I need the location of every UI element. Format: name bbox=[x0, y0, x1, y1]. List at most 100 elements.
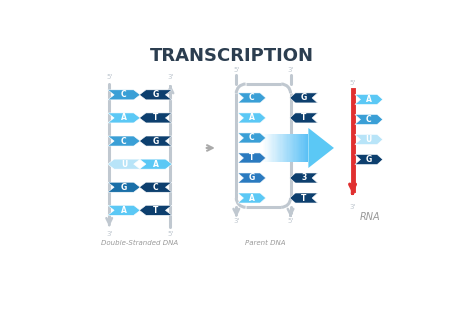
Polygon shape bbox=[107, 205, 140, 215]
Text: C: C bbox=[249, 93, 254, 102]
Text: G: G bbox=[120, 183, 127, 192]
Text: 3': 3' bbox=[287, 67, 293, 73]
Text: T: T bbox=[153, 206, 158, 215]
Polygon shape bbox=[139, 113, 171, 123]
Text: A: A bbox=[121, 113, 127, 122]
Text: 5': 5' bbox=[167, 231, 173, 237]
Polygon shape bbox=[289, 93, 317, 103]
Polygon shape bbox=[354, 154, 382, 164]
Polygon shape bbox=[296, 134, 297, 162]
Polygon shape bbox=[237, 133, 265, 143]
Polygon shape bbox=[262, 134, 264, 162]
Text: 5': 5' bbox=[349, 80, 355, 86]
Text: 5': 5' bbox=[287, 218, 293, 224]
Polygon shape bbox=[288, 134, 289, 162]
Text: Parent DNA: Parent DNA bbox=[245, 239, 285, 246]
Text: T: T bbox=[249, 154, 254, 163]
Text: 3': 3' bbox=[349, 204, 355, 210]
Polygon shape bbox=[308, 128, 333, 168]
Text: G: G bbox=[248, 173, 254, 183]
Polygon shape bbox=[266, 134, 267, 162]
Polygon shape bbox=[269, 134, 271, 162]
Polygon shape bbox=[107, 113, 140, 123]
Polygon shape bbox=[289, 193, 317, 203]
Polygon shape bbox=[275, 134, 276, 162]
Polygon shape bbox=[301, 134, 302, 162]
Polygon shape bbox=[107, 136, 140, 146]
Polygon shape bbox=[265, 134, 266, 162]
Text: T: T bbox=[300, 113, 306, 122]
Polygon shape bbox=[354, 114, 382, 125]
Polygon shape bbox=[237, 93, 265, 103]
Text: U: U bbox=[120, 160, 127, 169]
Polygon shape bbox=[297, 134, 299, 162]
Text: 5': 5' bbox=[233, 67, 239, 73]
Polygon shape bbox=[107, 159, 140, 169]
Text: A: A bbox=[365, 95, 371, 104]
Text: C: C bbox=[121, 137, 126, 146]
Text: A: A bbox=[152, 160, 158, 169]
Text: 5': 5' bbox=[106, 74, 112, 80]
Text: Double-Stranded DNA: Double-Stranded DNA bbox=[101, 239, 178, 246]
Polygon shape bbox=[289, 134, 290, 162]
Polygon shape bbox=[107, 90, 140, 100]
Polygon shape bbox=[354, 134, 382, 145]
Polygon shape bbox=[274, 134, 275, 162]
Polygon shape bbox=[307, 134, 308, 162]
Polygon shape bbox=[354, 95, 382, 104]
Text: A: A bbox=[121, 206, 127, 215]
Polygon shape bbox=[237, 193, 265, 203]
Polygon shape bbox=[289, 173, 317, 183]
Text: T: T bbox=[153, 113, 158, 122]
Polygon shape bbox=[291, 134, 293, 162]
Polygon shape bbox=[282, 134, 283, 162]
Polygon shape bbox=[107, 182, 140, 192]
Polygon shape bbox=[280, 134, 281, 162]
Text: 3': 3' bbox=[167, 74, 173, 80]
Polygon shape bbox=[272, 134, 273, 162]
Polygon shape bbox=[139, 136, 171, 146]
Polygon shape bbox=[294, 134, 295, 162]
Polygon shape bbox=[302, 134, 303, 162]
Text: RNA: RNA bbox=[359, 212, 379, 222]
Polygon shape bbox=[264, 134, 265, 162]
Text: C: C bbox=[121, 90, 126, 99]
Polygon shape bbox=[279, 134, 280, 162]
Polygon shape bbox=[290, 134, 291, 162]
Text: T: T bbox=[300, 193, 306, 202]
Polygon shape bbox=[139, 182, 171, 192]
Polygon shape bbox=[293, 134, 294, 162]
Text: 3: 3 bbox=[300, 173, 306, 183]
Polygon shape bbox=[289, 113, 317, 123]
Polygon shape bbox=[237, 113, 265, 123]
Text: U: U bbox=[365, 135, 371, 144]
Polygon shape bbox=[237, 153, 265, 163]
Text: A: A bbox=[249, 113, 254, 122]
Polygon shape bbox=[295, 134, 296, 162]
Polygon shape bbox=[139, 159, 171, 169]
Polygon shape bbox=[283, 134, 285, 162]
Polygon shape bbox=[261, 134, 262, 162]
Text: A: A bbox=[249, 193, 254, 202]
Polygon shape bbox=[303, 134, 304, 162]
Polygon shape bbox=[139, 205, 171, 215]
Polygon shape bbox=[276, 134, 277, 162]
Text: G: G bbox=[300, 93, 306, 102]
Polygon shape bbox=[237, 173, 265, 183]
Polygon shape bbox=[273, 134, 274, 162]
Text: G: G bbox=[152, 90, 158, 99]
Polygon shape bbox=[267, 134, 268, 162]
Text: 3': 3' bbox=[233, 218, 239, 224]
Text: G: G bbox=[365, 155, 371, 164]
Polygon shape bbox=[277, 134, 279, 162]
Text: G: G bbox=[152, 137, 158, 146]
Polygon shape bbox=[285, 134, 287, 162]
Polygon shape bbox=[304, 134, 305, 162]
Polygon shape bbox=[305, 134, 307, 162]
Polygon shape bbox=[271, 134, 272, 162]
Polygon shape bbox=[287, 134, 288, 162]
Polygon shape bbox=[299, 134, 301, 162]
Text: C: C bbox=[152, 183, 158, 192]
Text: TRANSCRIPTION: TRANSCRIPTION bbox=[149, 47, 313, 65]
Polygon shape bbox=[268, 134, 269, 162]
